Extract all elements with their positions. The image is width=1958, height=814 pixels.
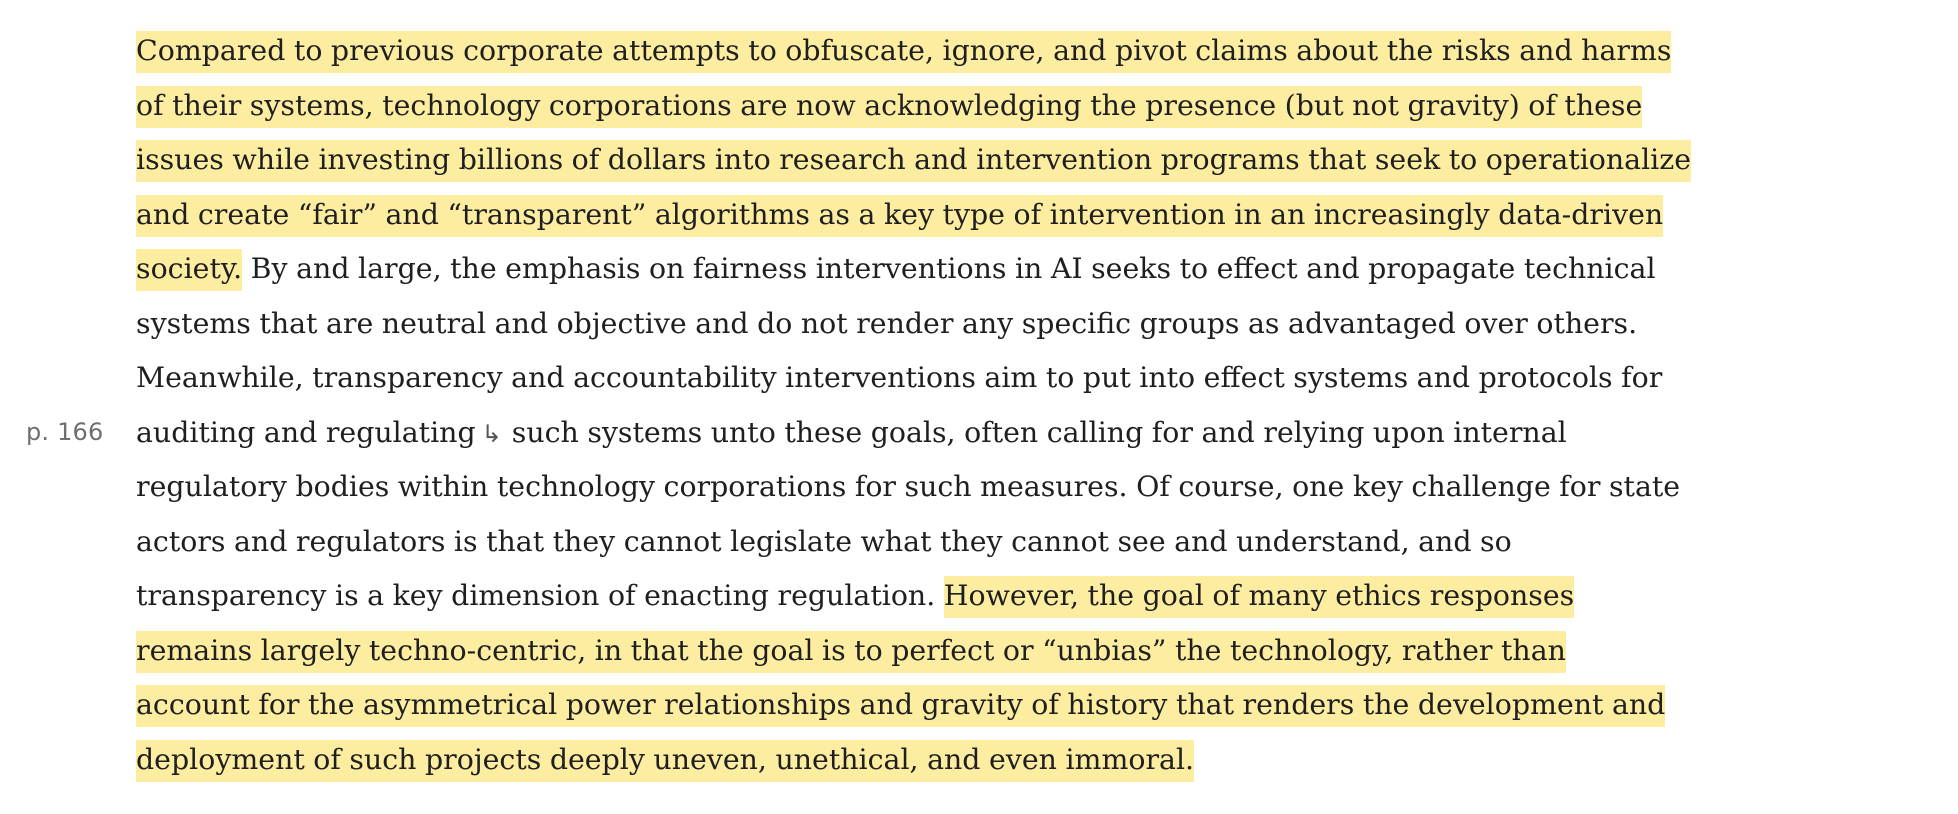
text-line: society. By and large, the emphasis on f…	[136, 242, 1896, 297]
text-line: actors and regulators is that they canno…	[136, 515, 1896, 570]
text-line: deployment of such projects deeply uneve…	[136, 733, 1896, 788]
text-line: Meanwhile, transparency and accountabili…	[136, 351, 1896, 406]
text-line: and create “fair” and “transparent” algo…	[136, 188, 1896, 243]
highlighted-text[interactable]: issues while investing billions of dolla…	[136, 140, 1692, 182]
highlighted-text[interactable]: Compared to previous corporate attempts …	[136, 31, 1672, 73]
text-line: of their systems, technology corporation…	[136, 79, 1896, 134]
plain-text: Meanwhile, transparency and accountabili…	[136, 361, 1663, 394]
text-line: remains largely techno-centric, in that …	[136, 624, 1896, 679]
text-line: systems that are neutral and objective a…	[136, 297, 1896, 352]
text-line: transparency is a key dimension of enact…	[136, 569, 1896, 624]
highlighted-text[interactable]: deployment of such projects deeply uneve…	[136, 739, 1195, 782]
text-line: auditing and regulating ↳ such systems unt…	[136, 406, 1896, 461]
body-paragraph: Compared to previous corporate attempts …	[136, 24, 1896, 787]
text-line: issues while investing billions of dolla…	[136, 133, 1896, 188]
highlighted-text[interactable]: of their systems, technology corporation…	[136, 85, 1643, 128]
plain-text: By and large, the emphasis on fairness i…	[242, 252, 1656, 285]
page-break-arrow-icon: ↳	[481, 419, 502, 448]
plain-text: transparency is a key dimension of enact…	[136, 579, 944, 612]
plain-text: such systems unto these goals, often cal…	[511, 415, 1567, 449]
highlighted-text[interactable]: remains largely techno-centric, in that …	[136, 630, 1566, 673]
highlighted-text[interactable]: account for the asymmetrical power relat…	[136, 685, 1666, 727]
highlighted-text[interactable]: and create “fair” and “transparent” algo…	[136, 194, 1664, 237]
plain-text: actors and regulators is that they canno…	[136, 524, 1512, 558]
text-line: regulatory bodies within technology corp…	[136, 460, 1896, 515]
highlighted-text[interactable]: society.	[136, 249, 243, 291]
page-number-marker: p. 166	[26, 418, 104, 446]
plain-text: auditing and regulating	[136, 415, 476, 449]
text-line: Compared to previous corporate attempts …	[136, 24, 1896, 79]
highlighted-text[interactable]: However, the goal of many ethics respons…	[943, 576, 1575, 618]
plain-text: systems that are neutral and objective a…	[136, 306, 1638, 340]
text-line: account for the asymmetrical power relat…	[136, 678, 1896, 733]
plain-text: regulatory bodies within technology corp…	[136, 470, 1681, 503]
